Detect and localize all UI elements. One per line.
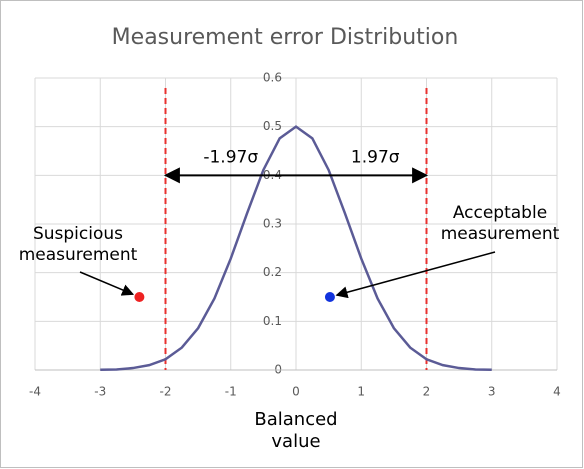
chart-title: Measurement error Distribution bbox=[112, 25, 459, 50]
point bbox=[134, 292, 145, 302]
y-tick-label: 0.1 bbox=[263, 314, 282, 328]
annotation-label-line: measurement bbox=[441, 224, 560, 244]
y-tick-label: 0.2 bbox=[263, 265, 282, 279]
interval-label: -1.97σ bbox=[203, 147, 258, 167]
x-tick-label: 3 bbox=[488, 385, 496, 399]
annotation-label: Acceptable measurement bbox=[441, 203, 560, 244]
x-axis-label-line: Balanced bbox=[254, 409, 337, 430]
x-axis-label-line: value bbox=[271, 431, 320, 452]
interval-label: 1.97σ bbox=[351, 147, 400, 167]
y-tick-label: 0.5 bbox=[263, 119, 282, 133]
annotation-arrow bbox=[79, 271, 135, 296]
x-tick-label: 2 bbox=[423, 385, 431, 399]
x-axis-label: Balanced value bbox=[254, 409, 337, 452]
annotation-label-line: measurement bbox=[19, 245, 138, 265]
line bbox=[100, 125, 492, 372]
x-tick-label: -3 bbox=[94, 385, 106, 399]
annotation-label-line: Suspicious bbox=[33, 224, 123, 244]
x-tick-label: -1 bbox=[225, 385, 237, 399]
point bbox=[324, 292, 335, 302]
annotation-arrow bbox=[335, 251, 496, 299]
annotation-label-line: Acceptable bbox=[453, 203, 547, 223]
y-tick-label: 0.3 bbox=[263, 217, 282, 231]
x-tick-label: 0 bbox=[292, 385, 300, 399]
x-tick-label: -2 bbox=[160, 385, 172, 399]
x-tick-label: -4 bbox=[29, 385, 41, 399]
annotation-label: Suspicious measurement bbox=[19, 224, 138, 265]
x-tick-label: 1 bbox=[357, 385, 365, 399]
x-tick-label: 4 bbox=[553, 385, 561, 399]
y-tick-label: 0.6 bbox=[263, 71, 282, 85]
